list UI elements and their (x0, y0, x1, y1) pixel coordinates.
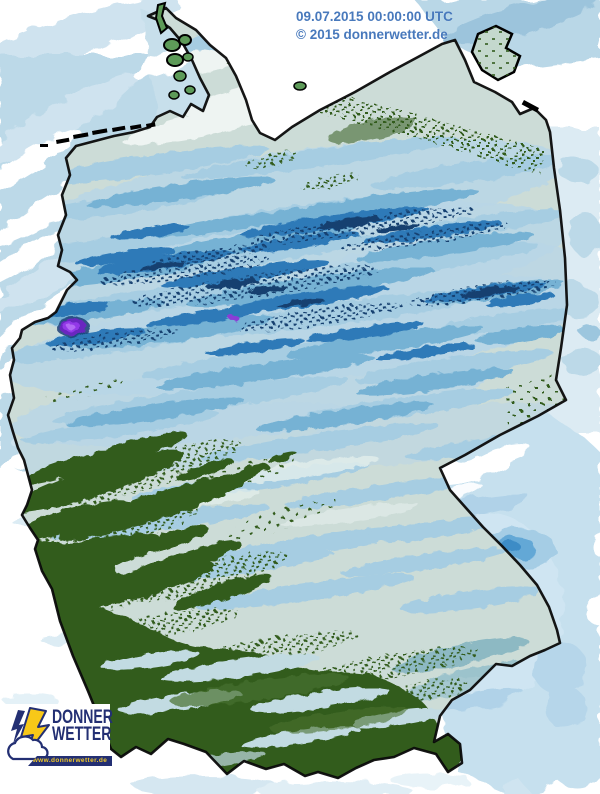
germany-border-outline (6, 6, 569, 780)
logo-url-banner[interactable]: www.donnerwetter.de (28, 756, 112, 766)
logo-line1: DONNER (52, 707, 113, 728)
map-header: 09.07.2015 00:00:00 UTC © 2015 donnerwet… (296, 8, 516, 44)
map-timestamp: 09.07.2015 00:00:00 UTC (296, 9, 453, 24)
logo-line2: WETTER (52, 724, 112, 746)
donnerwetter-logo[interactable]: DONNER WETTER www.donnerwetter.de (6, 704, 113, 770)
logo-wordmark: DONNER WETTER (52, 707, 113, 746)
logo-url-text: www.donnerwetter.de (32, 757, 108, 764)
lightning-cloud-icon (7, 707, 50, 761)
map-copyright: © 2015 donnerwetter.de (296, 27, 448, 42)
heavy-rain-cell (56, 315, 239, 337)
islands (40, 1, 540, 147)
